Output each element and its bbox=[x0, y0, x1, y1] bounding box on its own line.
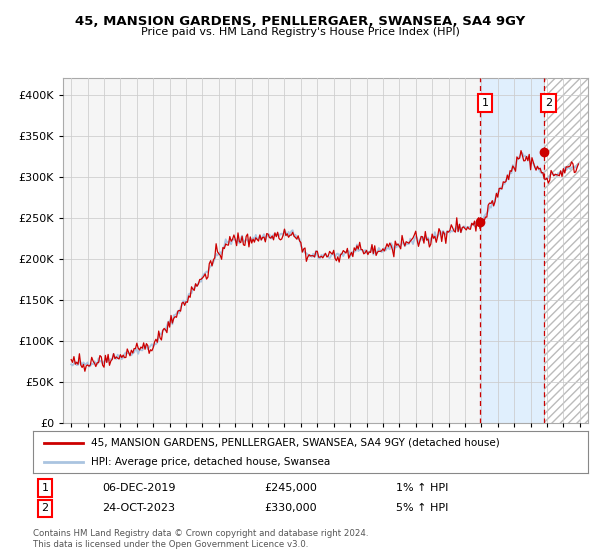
Text: Contains HM Land Registry data © Crown copyright and database right 2024.
This d: Contains HM Land Registry data © Crown c… bbox=[33, 529, 368, 549]
Text: 1: 1 bbox=[41, 483, 49, 493]
Text: 06-DEC-2019: 06-DEC-2019 bbox=[102, 483, 176, 493]
Text: 1: 1 bbox=[481, 98, 488, 108]
Text: 5% ↑ HPI: 5% ↑ HPI bbox=[396, 503, 448, 514]
Text: Price paid vs. HM Land Registry's House Price Index (HPI): Price paid vs. HM Land Registry's House … bbox=[140, 27, 460, 37]
Text: 45, MANSION GARDENS, PENLLERGAER, SWANSEA, SA4 9GY (detached house): 45, MANSION GARDENS, PENLLERGAER, SWANSE… bbox=[91, 437, 500, 447]
Text: 24-OCT-2023: 24-OCT-2023 bbox=[102, 503, 175, 514]
Bar bbox=[544, 78, 588, 423]
Bar bbox=[480, 78, 544, 423]
Text: £245,000: £245,000 bbox=[264, 483, 317, 493]
Text: HPI: Average price, detached house, Swansea: HPI: Average price, detached house, Swan… bbox=[91, 457, 331, 467]
Text: 2: 2 bbox=[41, 503, 49, 514]
Text: £330,000: £330,000 bbox=[264, 503, 317, 514]
Text: 45, MANSION GARDENS, PENLLERGAER, SWANSEA, SA4 9GY: 45, MANSION GARDENS, PENLLERGAER, SWANSE… bbox=[75, 15, 525, 28]
Text: 1% ↑ HPI: 1% ↑ HPI bbox=[396, 483, 448, 493]
Bar bbox=[544, 78, 588, 423]
Text: 2: 2 bbox=[545, 98, 552, 108]
